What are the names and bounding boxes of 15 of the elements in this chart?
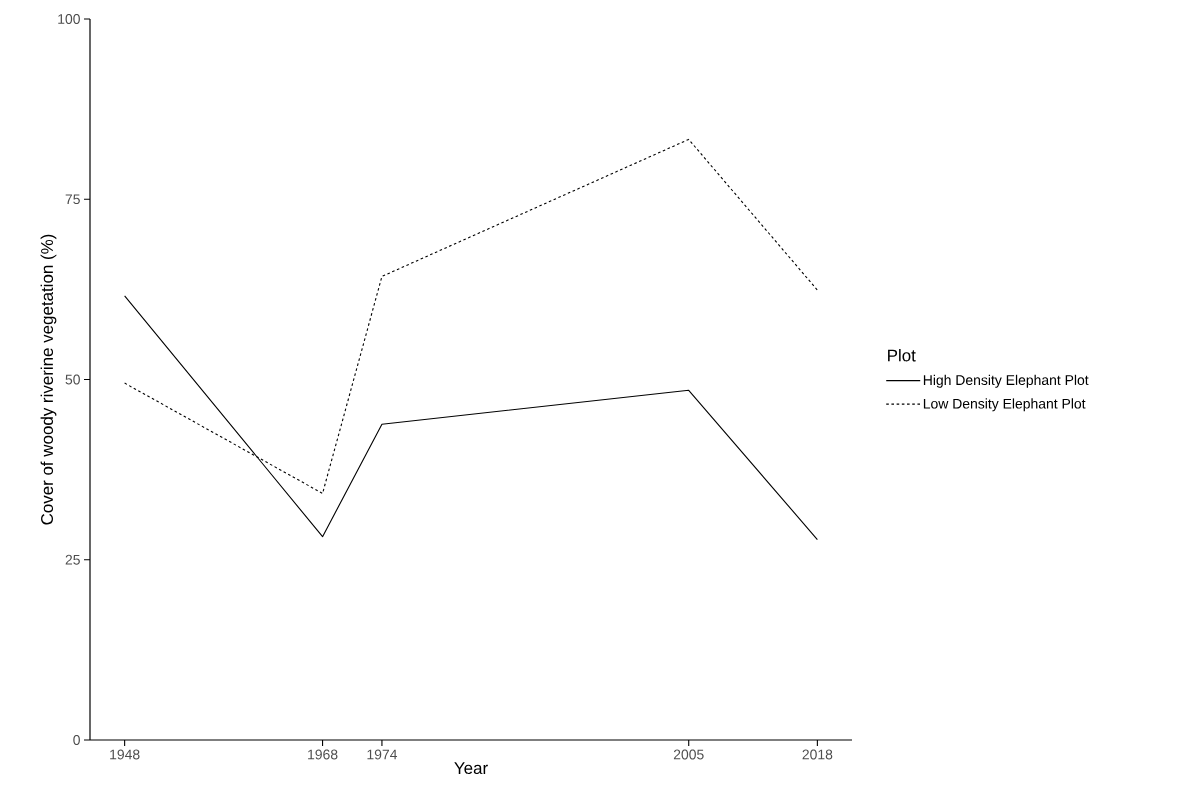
- x-tick-label: 1974: [367, 749, 398, 760]
- y-tick-label: 0: [73, 735, 80, 745]
- y-tick-label: 50: [65, 374, 80, 385]
- y-tick-label: 25: [65, 554, 80, 565]
- legend-label: High Density Elephant Plot: [923, 374, 1089, 388]
- y-tick-label: 75: [65, 194, 80, 205]
- y-axis-title: Cover of woody riverine vegetation (%): [40, 234, 57, 525]
- x-axis-title: Year: [454, 762, 488, 775]
- x-tick-label: 1968: [308, 749, 338, 760]
- x-tick-label: 2005: [673, 749, 704, 760]
- y-tick-label: 100: [58, 14, 80, 24]
- x-tick-label: 2018: [802, 749, 833, 760]
- legend-title: Plot: [888, 349, 916, 362]
- x-tick-label: 1948: [110, 749, 140, 760]
- legend-label: Low Density Elephant Plot: [923, 398, 1086, 412]
